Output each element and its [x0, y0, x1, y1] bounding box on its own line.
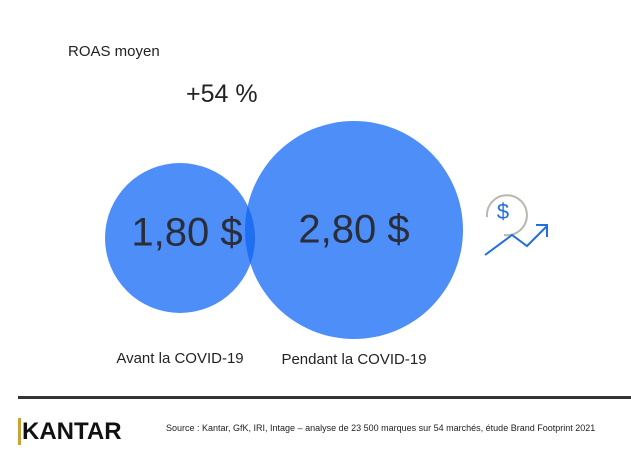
label-during: Pendant la COVID-19 — [281, 351, 427, 368]
source-note: Source : Kantar, GfK, IRI, Intage – anal… — [166, 423, 596, 433]
dollar-growth-icon: $ — [484, 194, 548, 256]
chart-title: ROAS moyen — [68, 43, 160, 60]
circle-before — [105, 163, 255, 313]
value-before: 1,80 $ — [131, 210, 243, 255]
growth-percentage: +54 % — [186, 80, 258, 108]
svg-text:$: $ — [497, 199, 509, 224]
label-before: Avant la COVID-19 — [116, 350, 244, 367]
kantar-logo: KANTAR — [18, 418, 122, 446]
value-during: 2,80 $ — [298, 207, 410, 252]
circle-during — [245, 121, 463, 339]
divider — [18, 396, 631, 399]
